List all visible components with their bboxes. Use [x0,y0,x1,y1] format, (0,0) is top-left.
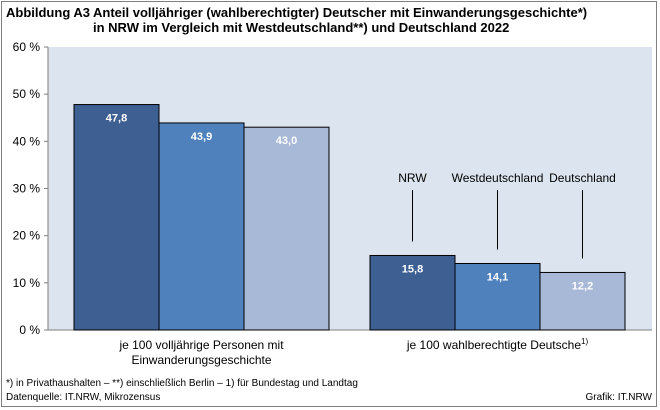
data-label: 15,8 [402,263,423,275]
category-label: Einwanderungsgeschichte [131,353,271,367]
title-line-1: Anteil volljähriger (wahlberechtigter) D… [93,5,588,20]
figure-label: Abbildung A3 [6,5,91,20]
data-label: 14,1 [487,271,508,283]
y-tick-label: 40 % [13,134,41,148]
title-line-2: in NRW im Vergleich mit Westdeutschland*… [93,20,510,35]
y-tick-label: 20 % [13,229,41,243]
data-label: 47,8 [106,113,127,125]
y-tick-label: 10 % [13,276,41,290]
bar [539,271,626,331]
bar [158,122,245,331]
legend-label: Deutschland [549,171,616,185]
legend-label: Westdeutschland [452,171,544,185]
bar [73,104,160,331]
bar [454,262,541,331]
data-source: Datenquelle: IT.NRW, Mikrozensus [6,392,161,403]
y-tick-label: 50 % [13,87,41,101]
y-tick-label: 30 % [13,182,41,196]
bar [243,126,330,331]
footnote: *) in Privathaushalten – **) einschließl… [6,378,358,389]
category-label: je 100 volljährige Personen mit [118,338,284,352]
y-tick-label: 0 % [19,323,40,337]
legend-label: NRW [398,171,427,185]
y-tick-label: 60 % [13,40,41,54]
bar [369,254,456,331]
category-label: je 100 wahlberechtigte Deutsche1) [406,337,589,352]
data-label: 43,0 [276,135,297,147]
data-label: 43,9 [191,131,212,143]
graphic-credit: Grafik: IT.NRW [585,392,652,403]
data-label: 12,2 [572,280,593,292]
